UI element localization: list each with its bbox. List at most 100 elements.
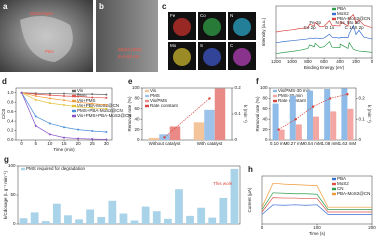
point (48, 102, 51, 105)
y-tick-label: 20 (262, 127, 268, 132)
point (63, 104, 65, 107)
bar (19, 218, 28, 224)
point (77, 128, 80, 131)
point (105, 107, 108, 110)
point (91, 138, 94, 141)
legend-swatch (72, 109, 76, 113)
bar (148, 137, 160, 140)
y-tick-label: 40 (134, 116, 140, 121)
bar (86, 209, 95, 224)
peak-label: N 1s (336, 20, 346, 25)
y-tick-label: 100 (8, 163, 16, 168)
legend-swatch (72, 104, 76, 108)
point (20, 91, 23, 94)
bar (163, 218, 172, 224)
element-signal (203, 18, 221, 36)
point (48, 92, 51, 95)
point (34, 93, 37, 96)
x-axis-label: Binding Energy (eV) (304, 65, 345, 70)
image-text: MoS2-layer (30, 11, 54, 16)
legend-swatch (145, 94, 149, 98)
panel-label: g (4, 155, 9, 164)
bar (347, 108, 354, 140)
hrtem-image (96, 0, 158, 72)
particle (20, 16, 73, 62)
y-tick-label: 0.6 (7, 109, 14, 114)
x-tick-label: 15 (61, 141, 67, 146)
x-tick-label: 5 (35, 141, 38, 146)
point (91, 96, 94, 99)
legend-label: PMS (77, 93, 87, 98)
bar (97, 217, 106, 224)
y2-tick-label: 0.2 (359, 96, 366, 101)
legend-swatch (332, 182, 336, 186)
point (105, 138, 108, 141)
element-label: C (230, 43, 234, 48)
series-line (261, 182, 372, 208)
x-tick-label: 10 (47, 141, 53, 146)
bar (41, 221, 50, 224)
image-text: PBA (45, 49, 54, 54)
bar (119, 213, 128, 224)
element-signal (203, 48, 221, 66)
point (34, 124, 37, 127)
y2-tick-label: 0.2 (235, 85, 242, 90)
y2-tick-label: 0.1 (359, 116, 366, 121)
x-tick-label: 1.63 mM (339, 141, 357, 146)
x-axis-label: Time (min) (53, 147, 75, 152)
rate-point (311, 105, 315, 108)
legend-label: PMS (150, 93, 160, 98)
legend-swatch (273, 89, 277, 93)
y-tick-label: 0.0 (7, 137, 14, 142)
point (34, 115, 37, 118)
element-label: Fe (170, 13, 176, 18)
legend-label: Vis (150, 88, 157, 93)
legend-label: Vis/PMS-30 min (278, 88, 311, 93)
point (91, 102, 94, 105)
bar (75, 219, 83, 224)
element-signal (173, 48, 191, 66)
peak-label: S 2p (354, 25, 364, 30)
point (91, 106, 94, 109)
y-axis-label: Removal rate (%) (255, 96, 260, 132)
panel-label: e (128, 77, 133, 86)
plot-frame (17, 165, 241, 225)
point (91, 93, 94, 96)
point (105, 96, 108, 99)
bar (313, 116, 320, 140)
legend-swatch (72, 99, 76, 103)
point (63, 95, 65, 98)
series-line (261, 204, 372, 215)
bar (52, 203, 61, 224)
legend-swatch (72, 89, 76, 93)
legend-swatch (332, 7, 336, 11)
x-tick-label: 0.54 mM (304, 141, 322, 146)
legend-label: Vis (77, 88, 84, 93)
y2-tick-label: 0 (235, 137, 238, 142)
y-tick-label: 0 (137, 137, 140, 142)
x-tick-label: 20 (76, 141, 82, 146)
x-tick-label: 200 (352, 59, 360, 64)
y-tick-label: 60 (262, 106, 268, 111)
legend-label: PBA (337, 6, 346, 11)
legend-swatch (145, 89, 149, 93)
point (63, 92, 65, 95)
y-tick-label: 0 (13, 221, 16, 226)
point (63, 99, 65, 102)
legend-swatch (273, 99, 277, 103)
image-text: MoS2 (002) (118, 47, 142, 52)
bar (278, 129, 285, 140)
element-label: Co (200, 13, 206, 18)
point (63, 136, 65, 139)
legend-label: MoS2 (337, 11, 349, 16)
x-tick-label: 0 (20, 141, 23, 146)
bar (64, 215, 72, 224)
legend-swatch (72, 94, 76, 98)
legend-label: PBA-MoS2@CN (337, 16, 370, 21)
bar (306, 90, 313, 140)
panel-label: f (256, 77, 259, 86)
bar (289, 95, 296, 140)
legend-swatch (72, 114, 76, 118)
peak-label: O 1s (325, 25, 335, 30)
